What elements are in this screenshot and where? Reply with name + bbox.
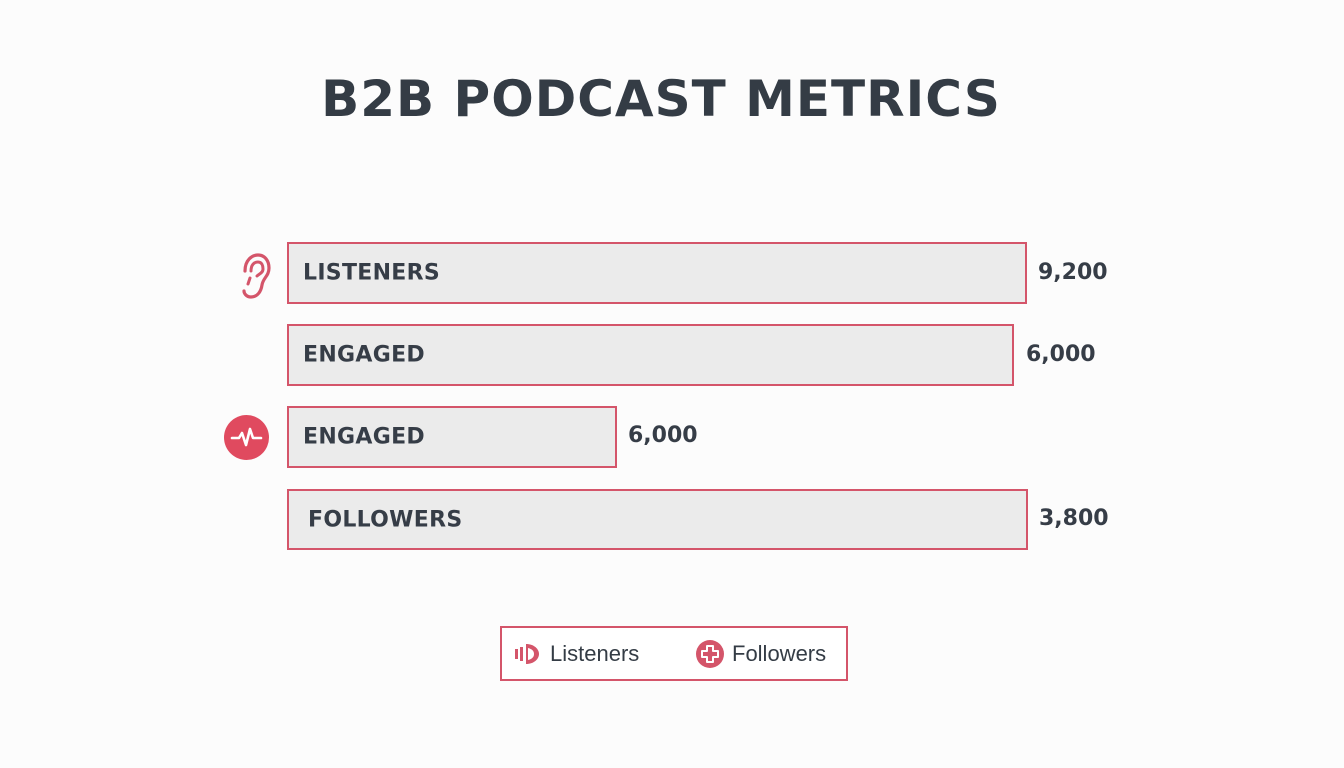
legend-label: Listeners — [550, 640, 640, 666]
heartbeat-icon — [224, 415, 269, 460]
bar-label: ENGAGED — [303, 342, 425, 368]
bar-label: FOLLOWERS — [308, 507, 463, 532]
bar-followers: FOLLOWERS — [287, 489, 1028, 550]
legend: Listeners Followers — [500, 626, 848, 681]
bar-listeners: LISTENERS — [287, 242, 1027, 304]
plus-circle-icon — [696, 639, 724, 668]
speaker-icon — [514, 641, 542, 667]
legend-label: Followers — [732, 640, 827, 666]
bar-value: 3,800 — [1039, 506, 1109, 531]
bar-value: 9,200 — [1038, 260, 1108, 285]
ear-icon — [236, 251, 272, 301]
bar-value: 6,000 — [1026, 342, 1096, 367]
bar-value: 6,000 — [628, 423, 698, 448]
bar-engaged-secondary: ENGAGED — [287, 406, 617, 468]
bar-engaged: ENGAGED — [287, 324, 1014, 386]
bar-label: LISTENERS — [303, 260, 441, 286]
chart-title: B2B PODCAST METRICS — [321, 70, 1001, 128]
bar-label: ENGAGED — [303, 424, 425, 450]
legend-item-followers: Followers — [696, 628, 826, 679]
legend-item-listeners: Listeners — [514, 628, 639, 679]
